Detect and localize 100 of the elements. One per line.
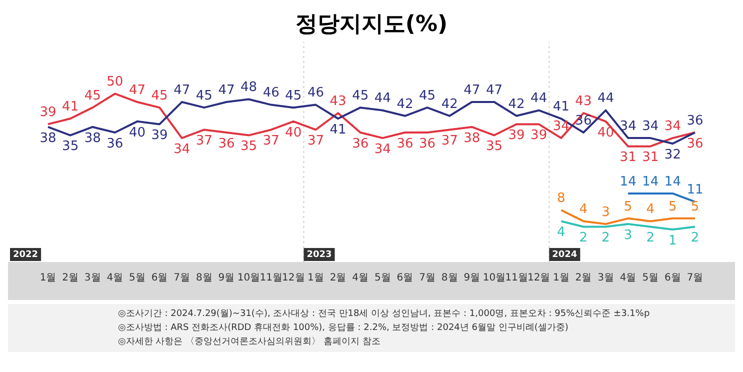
x-tick-label: 10월	[237, 272, 260, 284]
x-tick-label: 1월	[552, 272, 570, 284]
data-label: 44	[530, 91, 548, 106]
x-tick-label: 12월	[527, 272, 550, 284]
data-label: 42	[508, 96, 525, 112]
data-label: 42	[396, 96, 414, 112]
x-tick-label: 4월	[620, 272, 636, 284]
data-label: 46	[307, 86, 324, 101]
data-label: 31	[642, 150, 659, 166]
data-label: 34	[620, 118, 636, 134]
x-tick-label: 6월	[151, 272, 168, 284]
text: 2023	[306, 250, 332, 260]
x-tick-label: 4월	[106, 272, 124, 284]
data-label: 32	[664, 147, 681, 162]
data-label: 43	[330, 94, 346, 109]
data-label: 45	[151, 88, 168, 104]
text: 2022	[13, 250, 38, 260]
x-tick-label: 9월	[218, 272, 235, 284]
x-tick-label: 12월	[282, 272, 305, 284]
x-tick-label: 7월	[419, 272, 436, 284]
data-label: 45	[352, 88, 369, 104]
data-label: 37	[307, 134, 324, 149]
data-label: 2	[646, 230, 655, 246]
data-label: 47	[218, 82, 235, 98]
data-label: 36	[352, 136, 369, 152]
data-label: 39	[151, 128, 168, 144]
data-label: 34	[374, 142, 391, 157]
data-label: 14	[642, 174, 659, 190]
data-label: 35	[486, 139, 502, 154]
data-label: 38	[464, 130, 480, 146]
x-tick-label: 6월	[396, 272, 414, 284]
data-label: 47	[174, 82, 190, 98]
x-tick-label: 9월	[464, 272, 480, 284]
data-label: 44	[597, 91, 614, 106]
x-tick-label: 6월	[664, 272, 681, 284]
text: ◎자세한 사항은 〈중앙선거여론조사심의위원회〉 홈페이지 참조	[118, 336, 382, 349]
x-tick-label: 2월	[62, 272, 78, 284]
data-label: 45	[419, 88, 436, 104]
data-label: 36	[419, 136, 436, 152]
x-tick-label: 3월	[598, 272, 614, 284]
data-label: 5	[668, 199, 677, 214]
data-label: 37	[196, 134, 212, 149]
data-label: 44	[374, 91, 391, 106]
data-label: 40	[285, 125, 302, 140]
x-tick-label: 10월	[482, 272, 506, 284]
data-label: 41	[62, 100, 79, 115]
data-label: 41	[330, 122, 346, 138]
text: 2024	[552, 250, 578, 260]
data-label: 50	[106, 74, 124, 90]
data-label: 48	[240, 80, 258, 96]
data-label: 45	[285, 88, 302, 104]
x-tick-label: 2월	[330, 272, 346, 284]
data-label: 14	[664, 174, 681, 190]
x-tick-label: 11월	[505, 272, 528, 284]
data-label: 4	[556, 225, 566, 240]
data-label: 4	[646, 202, 655, 218]
data-label: 40	[128, 125, 146, 140]
data-label: 45	[84, 88, 101, 104]
data-label: 38	[84, 130, 101, 146]
data-label: 2	[579, 230, 588, 246]
data-label: 37	[441, 134, 458, 149]
data-label: 36	[575, 113, 592, 128]
x-tick-label: 5월	[129, 272, 146, 284]
data-label: 41	[552, 100, 570, 115]
data-label: 36	[396, 136, 414, 152]
data-label: 2	[690, 230, 700, 246]
data-label: 46	[262, 86, 280, 101]
chart-title: 정당지지도(%)	[294, 11, 449, 39]
x-tick-label: 5월	[374, 272, 391, 284]
data-label: 34	[174, 142, 190, 157]
data-label: 39	[40, 105, 56, 120]
x-tick-label: 8월	[196, 272, 212, 284]
data-label: 43	[575, 94, 592, 109]
x-tick-label: 1월	[308, 272, 324, 284]
x-tick-label: 2월	[575, 272, 592, 284]
data-label: 11	[686, 182, 704, 198]
x-tick-label: 7월	[174, 272, 190, 284]
data-label: 36	[106, 136, 124, 152]
data-label: 14	[620, 174, 636, 190]
data-label: 39	[508, 128, 525, 144]
data-label: 2	[602, 230, 610, 246]
data-label: 39	[530, 128, 548, 144]
data-label: 3	[602, 204, 610, 220]
data-label: 36	[686, 113, 704, 128]
data-label: 36	[686, 136, 704, 152]
x-tick-label: 11월	[260, 272, 282, 284]
data-label: 8	[556, 190, 566, 206]
data-label: 38	[40, 130, 56, 146]
x-tick-label: 5월	[642, 272, 659, 284]
data-label: 1	[668, 233, 677, 248]
x-tick-label: 3월	[84, 272, 101, 284]
data-label: 35	[62, 139, 79, 154]
x-tick-label: 1월	[40, 272, 56, 284]
data-label: 45	[196, 88, 212, 104]
data-label: 34	[664, 118, 681, 134]
data-label: 47	[464, 82, 480, 98]
data-label: 31	[620, 150, 636, 166]
data-label: 4	[579, 202, 588, 218]
data-label: 35	[240, 139, 258, 154]
x-tick-label: 8월	[441, 272, 458, 284]
